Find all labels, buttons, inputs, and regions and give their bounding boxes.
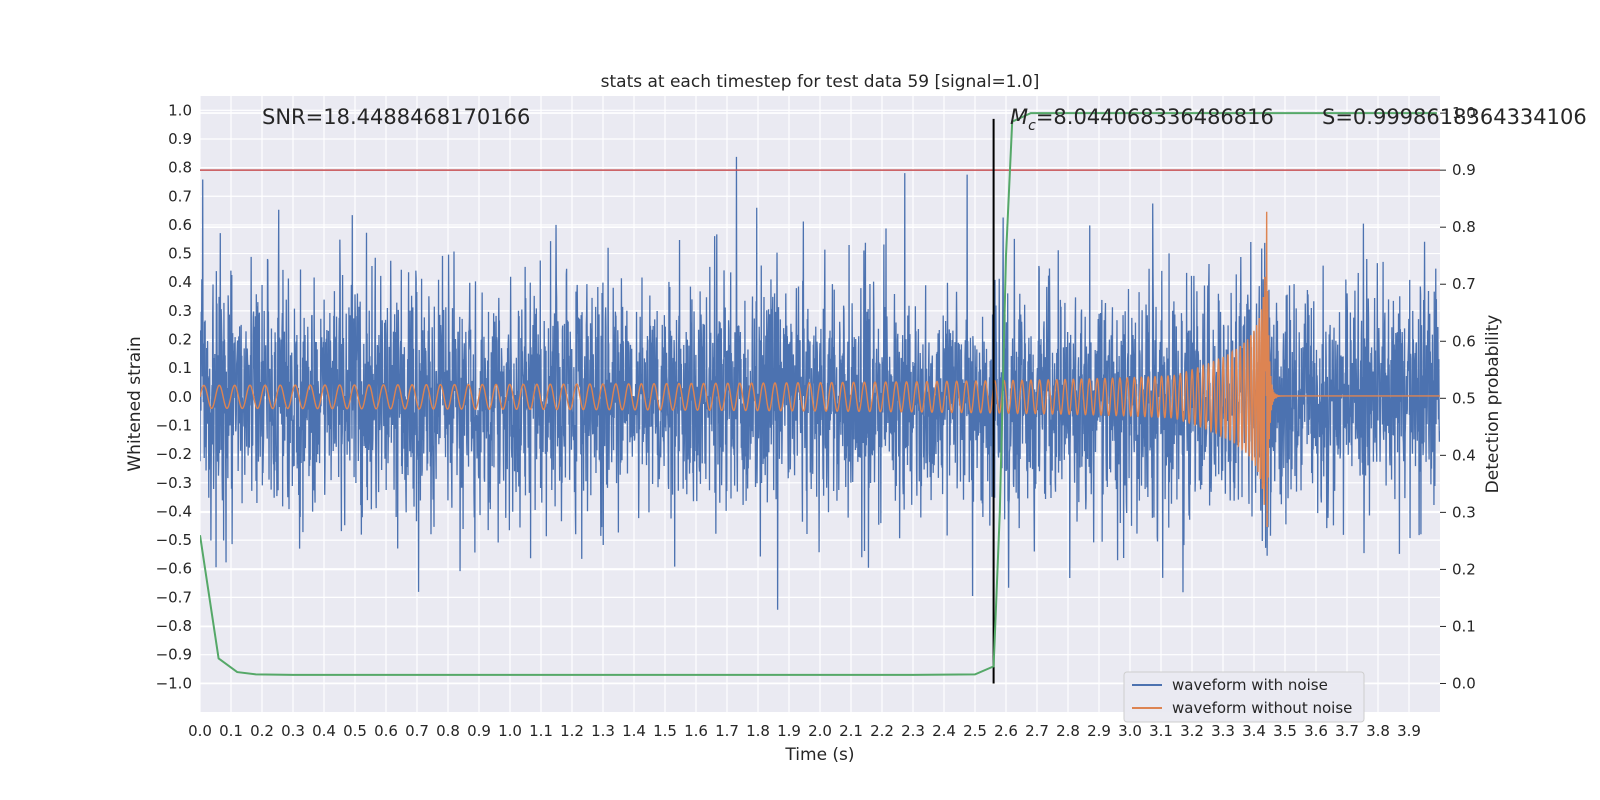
chirp-mass-symbol: M (1010, 105, 1028, 129)
x-tick-label: 0.7 (405, 722, 429, 740)
y-tick-label: 0.1 (168, 359, 192, 377)
y2-tick-label: 0.9 (1452, 161, 1476, 179)
x-tick-label: 2.8 (1056, 722, 1080, 740)
y-tick-label: 0.2 (168, 331, 192, 349)
y-tick-label: −0.8 (156, 617, 192, 635)
x-tick-label: 3.0 (1118, 722, 1142, 740)
y-tick-label: −0.7 (156, 588, 192, 606)
legend-label-clean: waveform without noise (1172, 699, 1352, 717)
x-tick-label: 2.2 (870, 722, 894, 740)
x-tick-label: 2.4 (932, 722, 956, 740)
x-tick-label: 1.8 (746, 722, 770, 740)
x-axis-label: Time (s) (784, 745, 854, 765)
y-tick-label: −0.1 (156, 416, 192, 434)
y-tick-label: −1.0 (156, 674, 192, 692)
x-tick-label: 2.0 (808, 722, 832, 740)
y-tick-label: −0.3 (156, 474, 192, 492)
y-tick-label: −0.4 (156, 502, 192, 520)
y-tick-label: 0.0 (168, 388, 192, 406)
x-tick-label: 0.5 (343, 722, 367, 740)
x-tick-label: 0.0 (188, 722, 212, 740)
x-tick-label: 2.5 (963, 722, 987, 740)
y2-axis-label: Detection probability (1483, 315, 1503, 494)
legend-label-noise: waveform with noise (1172, 676, 1328, 694)
y-tick-label: −0.6 (156, 560, 192, 578)
x-tick-label: 3.5 (1273, 722, 1297, 740)
chirp-mass-annotation: Mc=8.044068336486816 (1010, 105, 1274, 134)
y-tick-labels: 1.0 0.9 0.8 0.7 0.6 0.5 0.4 0.3 0.2 0.1 0.0 −0.1 −0.… (156, 101, 192, 692)
y-tick-label: 0.6 (168, 216, 192, 234)
y-tick-label: −0.2 (156, 445, 192, 463)
legend-box (1123, 671, 1365, 723)
chart-title: stats at each timestep for test data 59 … (601, 72, 1040, 92)
y2-tick-label: 0.7 (1452, 275, 1476, 293)
x-tick-label: 3.7 (1335, 722, 1359, 740)
y2-tick-label: 1.0 (1452, 104, 1476, 122)
x-tick-labels: 0.0 0.1 0.2 0.3 0.4 0.5 0.6 0.7 0.8 0.9 1.0 1.1 1.2 1… (188, 722, 1421, 740)
y2-tick-labels: 1.0 0.9 0.8 0.7 0.6 0.5 0.4 0.3 0.2 0.1 0.0 (1440, 104, 1476, 692)
x-tick-label: 0.6 (374, 722, 398, 740)
y-tick-label: 0.3 (168, 302, 192, 320)
y2-tick-label: 0.0 (1452, 674, 1476, 692)
x-tick-label: 1.6 (684, 722, 708, 740)
x-tick-label: 0.9 (467, 722, 491, 740)
y-tick-label: 1.0 (168, 101, 192, 119)
x-tick-label: 1.4 (622, 722, 646, 740)
y-tick-label: −0.9 (156, 646, 192, 664)
x-tick-label: 3.2 (1180, 722, 1204, 740)
x-tick-label: 0.8 (436, 722, 460, 740)
x-tick-label: 2.1 (839, 722, 863, 740)
legend: waveform with noise waveform without noi… (1123, 671, 1365, 723)
y-tick-label: 0.9 (168, 130, 192, 148)
x-tick-label: 3.9 (1397, 722, 1421, 740)
y2-tick-label: 0.4 (1452, 446, 1476, 464)
y-tick-label: −0.5 (156, 531, 192, 549)
x-tick-label: 0.2 (250, 722, 274, 740)
x-tick-label: 0.4 (312, 722, 336, 740)
x-tick-label: 2.9 (1087, 722, 1111, 740)
y2-tick-label: 0.1 (1452, 617, 1476, 635)
y2-tick-label: 0.2 (1452, 560, 1476, 578)
y2-tick-label: 0.5 (1452, 389, 1476, 407)
x-tick-label: 3.3 (1211, 722, 1235, 740)
x-tick-label: 1.3 (591, 722, 615, 740)
x-tick-label: 1.7 (715, 722, 739, 740)
x-tick-label: 0.3 (281, 722, 305, 740)
x-tick-label: 3.8 (1366, 722, 1390, 740)
x-tick-label: 3.6 (1304, 722, 1328, 740)
series-waveform-without-noise (200, 211, 1440, 528)
y2-tick-label: 0.8 (1452, 218, 1476, 236)
score-annotation: S=0.9998618364334106 (1322, 105, 1587, 129)
y2-tick-label: 0.6 (1452, 332, 1476, 350)
x-tick-label: 3.1 (1149, 722, 1173, 740)
x-tick-label: 1.5 (653, 722, 677, 740)
chirp-mass-subscript: c (1028, 118, 1036, 134)
y-tick-label: 0.7 (168, 187, 192, 205)
x-tick-label: 0.1 (219, 722, 243, 740)
y-tick-label: 0.5 (168, 245, 192, 263)
chirp-mass-value: =8.044068336486816 (1036, 105, 1274, 129)
y-tick-label: 0.8 (168, 159, 192, 177)
x-tick-label: 1.0 (498, 722, 522, 740)
series-detection-probability (200, 112, 1437, 676)
x-tick-label: 2.6 (994, 722, 1018, 740)
x-tick-label: 1.1 (529, 722, 553, 740)
y-tick-label: 0.4 (168, 273, 192, 291)
snr-annotation: SNR=18.4488468170166 (262, 105, 530, 129)
x-tick-label: 3.4 (1242, 722, 1266, 740)
y2-tick-label: 0.3 (1452, 503, 1476, 521)
x-tick-label: 1.9 (777, 722, 801, 740)
x-tick-label: 1.2 (560, 722, 584, 740)
y-axis-label: Whitened strain (125, 336, 145, 471)
x-tick-label: 2.3 (901, 722, 925, 740)
x-tick-label: 2.7 (1025, 722, 1049, 740)
